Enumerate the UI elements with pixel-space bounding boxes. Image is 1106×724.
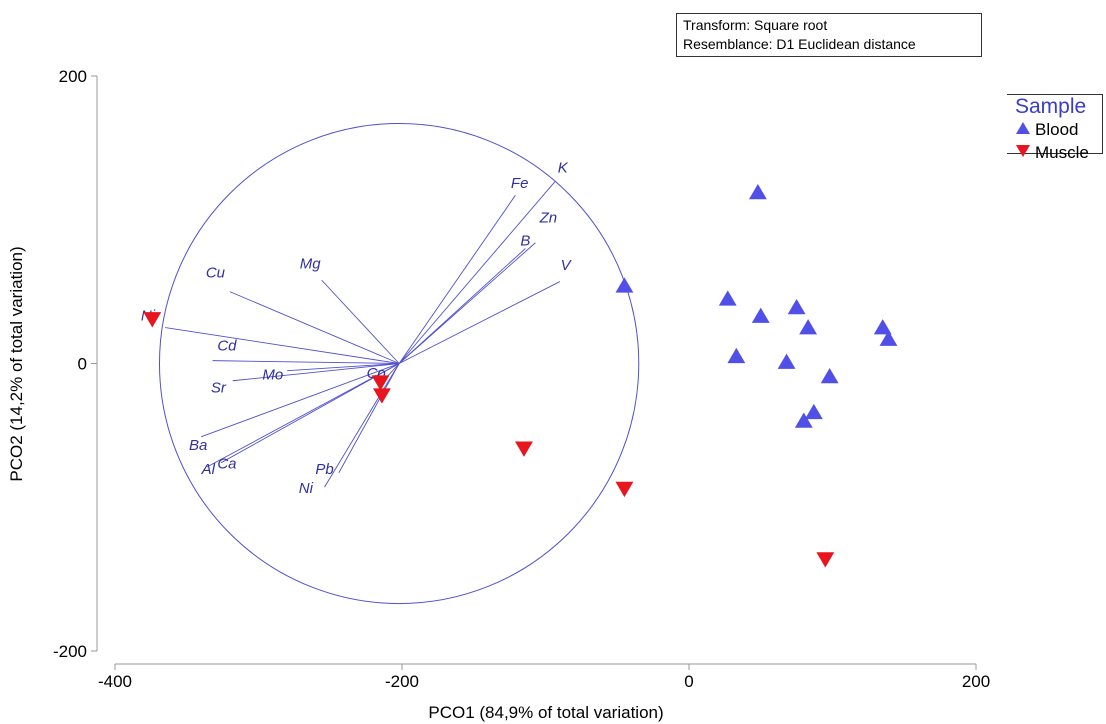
point-muscle — [615, 481, 634, 498]
correlation-circle — [158, 122, 640, 605]
vector-label-mo: Mo — [262, 366, 283, 383]
vector-ba — [200, 363, 400, 438]
point-blood — [879, 330, 898, 346]
x-tick-label: 0 — [684, 672, 693, 691]
vector-label-v: V — [561, 257, 573, 274]
vector-pb — [338, 363, 400, 473]
vector-label-mg: Mg — [300, 256, 321, 273]
point-blood — [727, 347, 746, 364]
point-blood — [748, 183, 767, 200]
point-muscle — [816, 552, 835, 568]
vector-cu — [229, 291, 400, 364]
vector-ni — [165, 327, 400, 364]
transform-text: Transform: Square root — [683, 17, 828, 33]
y-tick-label: -200 — [53, 642, 87, 661]
point-blood — [751, 307, 770, 323]
point-muscle — [371, 375, 390, 391]
x-tick-label: -200 — [385, 672, 419, 691]
x-tick-label: -400 — [98, 672, 132, 691]
y-tick-label: 200 — [59, 67, 87, 86]
correlation-circle-layer — [158, 122, 640, 605]
vector-k — [398, 180, 556, 364]
vector-label-zn: Zn — [539, 210, 558, 227]
vector-label-b: B — [520, 233, 530, 250]
info-box: Transform: Square root Resemblance: D1 E… — [676, 13, 982, 57]
vector-layer: FeKZnBVMgCuNiCdMoSrCoBaAlCaPbNi — [141, 159, 573, 497]
point-blood — [804, 403, 823, 420]
point-blood — [794, 412, 813, 428]
legend-title: Sample — [1015, 95, 1087, 118]
triangle-down-icon — [1015, 143, 1035, 163]
vector-label-sr: Sr — [211, 379, 227, 396]
vector-fe — [398, 195, 516, 364]
y-axis-label: PCO2 (14,2% of total variation) — [7, 246, 26, 481]
point-blood — [820, 367, 839, 384]
legend-label-blood: Blood — [1035, 120, 1079, 139]
axes: -200 0 200 -400 -200 0 200 — [53, 67, 990, 691]
legend-item-blood: Blood — [1015, 120, 1078, 140]
vector-sr — [232, 363, 400, 382]
vector-label-pb: Pb — [315, 461, 333, 478]
vector-al — [206, 363, 400, 468]
point-muscle — [372, 388, 391, 404]
point-blood — [787, 298, 806, 315]
vector-cd — [212, 360, 400, 364]
vector-label-ca: Ca — [217, 455, 236, 472]
vector-label-cd: Cd — [217, 338, 237, 355]
vector-label-k: K — [558, 159, 569, 176]
point-blood — [873, 319, 892, 335]
y-tick-label: 0 — [78, 355, 87, 374]
vector-label-cu: Cu — [206, 264, 226, 281]
points-layer — [143, 183, 898, 568]
vector-mg — [321, 279, 400, 364]
point-blood — [615, 277, 634, 293]
point-muscle — [515, 441, 533, 457]
vector-mo — [287, 363, 400, 372]
vector-v — [398, 281, 561, 364]
vector-label-al: Al — [201, 461, 216, 478]
triangle-up-icon — [1015, 120, 1035, 140]
vector-b — [398, 248, 526, 364]
vector-ca — [220, 363, 400, 464]
x-axis-label: PCO1 (84,9% of total variation) — [428, 703, 663, 722]
legend: Sample Blood Muscle — [1007, 94, 1103, 162]
point-blood — [718, 290, 737, 306]
legend-label-muscle: Muscle — [1035, 143, 1089, 162]
point-blood — [777, 353, 796, 369]
vector-ni — [324, 363, 400, 488]
x-tick-label: 200 — [962, 672, 990, 691]
point-blood — [799, 319, 818, 335]
resemblance-text: Resemblance: D1 Euclidean distance — [683, 36, 916, 52]
legend-item-muscle: Muscle — [1015, 143, 1089, 163]
vector-label-ba: Ba — [189, 437, 207, 454]
point-muscle — [143, 312, 162, 328]
vector-label-ni: Ni — [299, 480, 314, 497]
vector-label-fe: Fe — [511, 175, 529, 192]
